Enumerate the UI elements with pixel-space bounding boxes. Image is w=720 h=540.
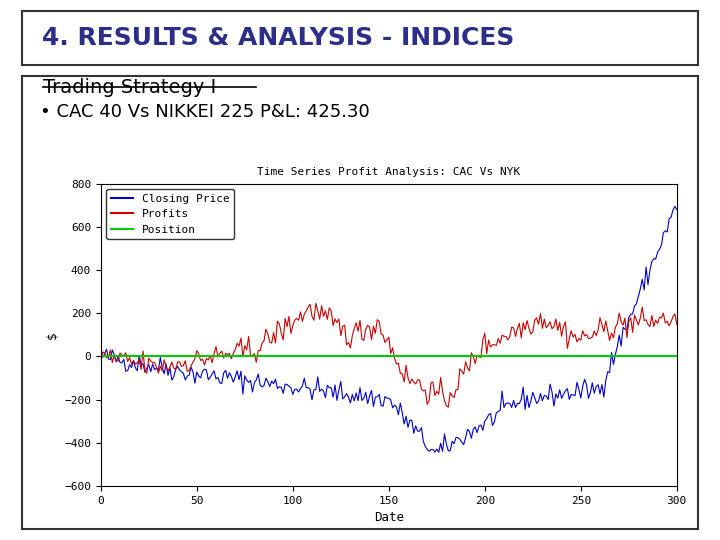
- Line: Closing Price: Closing Price: [101, 206, 677, 453]
- Profits: [634, 322, 643, 328]
- Profits: [494, 335, 503, 342]
- Position: [630, 353, 639, 360]
- Profits: [586, 335, 595, 341]
- Text: Trading Strategy I: Trading Strategy I: [43, 78, 217, 97]
- Position: [490, 353, 499, 360]
- Profits: [554, 327, 562, 334]
- Text: 4. RESULTS & ANALYSIS - INDICES: 4. RESULTS & ANALYSIS - INDICES: [42, 26, 514, 50]
- Closing Price: [434, 449, 443, 456]
- Closing Price: [670, 203, 679, 210]
- Closing Price: [632, 300, 641, 307]
- Closing Price: [96, 350, 105, 357]
- Position: [96, 353, 105, 360]
- Y-axis label: $: $: [45, 331, 58, 339]
- Closing Price: [672, 206, 681, 213]
- Line: Profits: Profits: [101, 303, 677, 407]
- Legend: Closing Price, Profits, Position: Closing Price, Profits, Position: [107, 189, 234, 239]
- Closing Price: [329, 394, 338, 401]
- Text: • CAC 40 Vs NIKKEI 225 P&L: 425.30: • CAC 40 Vs NIKKEI 225 P&L: 425.30: [40, 103, 369, 120]
- Profits: [444, 404, 453, 410]
- Closing Price: [552, 390, 560, 397]
- Profits: [330, 316, 339, 322]
- Position: [582, 353, 591, 360]
- Position: [348, 353, 356, 360]
- Profits: [350, 326, 359, 332]
- Profits: [672, 321, 681, 328]
- Position: [672, 353, 681, 360]
- X-axis label: Date: Date: [374, 511, 404, 524]
- Position: [329, 353, 338, 360]
- Profits: [96, 357, 105, 363]
- Closing Price: [584, 395, 593, 402]
- Profits: [312, 300, 320, 307]
- Closing Price: [348, 392, 356, 398]
- Title: Time Series Profit Analysis: CAC Vs NYK: Time Series Profit Analysis: CAC Vs NYK: [257, 167, 521, 177]
- Position: [549, 353, 558, 360]
- Closing Price: [492, 409, 500, 416]
